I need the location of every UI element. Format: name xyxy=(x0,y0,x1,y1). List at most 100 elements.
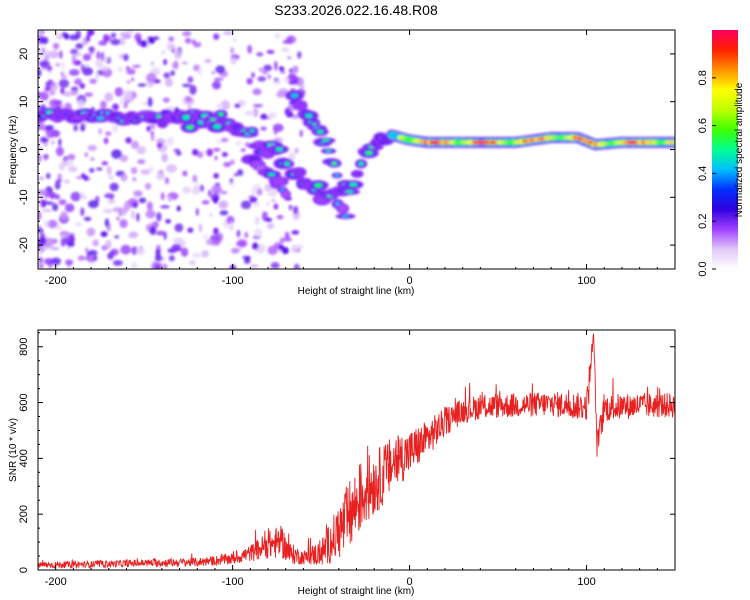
spectrogram-noise-cell xyxy=(168,36,175,42)
spectrogram-noise-cell xyxy=(75,30,81,39)
spectrogram-noise-cell xyxy=(76,175,83,180)
spectrogram-noise-cell xyxy=(61,61,65,71)
spectrogram-noise-cell xyxy=(81,173,86,179)
spectrogram-noise-cell xyxy=(51,140,55,145)
spectrogram-noise-cell xyxy=(233,173,239,177)
spectrogram-noise-cell xyxy=(131,246,138,255)
spectrogram-noise-cell xyxy=(114,235,120,239)
spectrogram-noise-cell xyxy=(49,90,56,96)
spectrogram-noise-cell xyxy=(215,65,226,74)
spectrogram-noise-cell xyxy=(38,227,44,234)
spectrogram-noise-cell xyxy=(119,219,128,229)
spectrogram-noise-cell xyxy=(229,178,234,184)
spectrogram-noise-cell xyxy=(246,77,253,85)
spectrogram-noise-cell xyxy=(119,154,129,163)
spectrogram-noise-cell xyxy=(148,166,154,173)
spectrogram-noise-cell xyxy=(101,161,109,166)
spectrogram-noise-cell xyxy=(294,147,299,154)
spectrogram-noise-cell xyxy=(201,200,210,205)
spectrogram-noise-cell xyxy=(138,197,147,204)
spectrogram-noise-cell xyxy=(253,228,263,238)
snr-x-tick-label: -200 xyxy=(45,576,67,588)
spectrogram-noise-cell xyxy=(68,69,80,76)
spectrogram-noise-cell xyxy=(230,47,235,54)
spectrogram-noise-cell xyxy=(161,50,165,55)
spectrogram-noise-cell xyxy=(267,111,278,119)
spectrogram-noise-cell xyxy=(222,30,234,36)
spectrogram-noise-cell xyxy=(51,257,62,266)
spectrogram-noise-cell xyxy=(266,49,275,54)
spectrogram-ridge-cell xyxy=(304,113,313,118)
spectrogram-noise-cell xyxy=(154,254,163,262)
spectrogram-noise-cell xyxy=(96,51,101,60)
spectrogram-noise-cell xyxy=(237,169,244,176)
spectrogram-noise-cell xyxy=(284,108,291,116)
spectrogram-noise-cell xyxy=(38,154,43,163)
snr-y-tick-label: 200 xyxy=(18,505,30,523)
spectrogram-noise-cell xyxy=(245,110,255,116)
spectrogram-noise-cell xyxy=(153,79,161,84)
snr-axes: -200 -100 0 100 0 200 400 600 800 xyxy=(18,330,675,588)
spectrogram-noise-cell xyxy=(38,176,45,181)
spectrogram-noise-cell xyxy=(55,62,61,67)
spectrogram-noise-cell xyxy=(155,265,161,269)
spectrogram-ridge-cell xyxy=(313,183,323,188)
spectrogram-ridge-cell xyxy=(321,139,330,142)
spectrogram-noise-cell xyxy=(85,247,89,255)
spectrogram-noise-cell xyxy=(166,136,174,146)
spectrogram-noise-cell xyxy=(173,148,181,153)
spectrogram-noise-cell xyxy=(168,255,175,262)
spectrogram-noise-cell xyxy=(263,64,273,72)
spectrogram-noise-cell xyxy=(95,72,100,81)
spectrogram-noise-cell xyxy=(130,140,139,149)
spectrogram-ridge-cell xyxy=(212,124,222,129)
spectrogram-noise-cell xyxy=(284,231,290,239)
spectrogram-x-tick-label: -100 xyxy=(222,275,244,287)
spectrogram-noise-cell xyxy=(182,31,192,37)
spectrogram-noise-cell xyxy=(189,84,197,95)
spectrogram-noise-cell xyxy=(291,114,299,119)
spectrogram-noise-cell xyxy=(252,107,259,118)
spectrogram-noise-cell xyxy=(229,159,235,165)
spectrogram-noise-cell xyxy=(47,219,58,229)
spectrogram-noise-cell xyxy=(104,92,114,102)
spectrogram-noise-cell xyxy=(87,144,98,152)
spectrogram-noise-cell xyxy=(118,66,123,72)
spectrogram-noise-cell xyxy=(42,208,53,213)
spectrogram-noise-cell xyxy=(86,227,96,237)
spectrogram-noise-cell xyxy=(59,50,63,59)
spectrogram-noise-cell xyxy=(89,51,94,55)
spectrogram-noise-cell xyxy=(109,182,119,192)
spectrogram-noise-cell xyxy=(192,174,198,183)
spectrogram-ridge-cell xyxy=(344,190,354,194)
spectrogram-noise-cell xyxy=(125,137,132,144)
spectrogram-noise-cell xyxy=(126,80,131,84)
spectrogram-ridge-cell xyxy=(341,215,350,218)
spectrogram-noise-cell xyxy=(136,247,145,256)
spectrogram-noise-cell xyxy=(39,60,50,68)
spectrogram-noise-cell xyxy=(52,42,60,50)
spectrogram-noise-cell xyxy=(175,151,182,156)
spectrogram-noise-cell xyxy=(100,51,105,61)
spectrogram-noise-cell xyxy=(162,97,171,103)
spectrogram-ridge-cell xyxy=(325,149,332,153)
spectrogram-noise-cell xyxy=(251,72,256,79)
spectrogram-ridge-cell xyxy=(295,101,306,110)
spectrogram-noise-cell xyxy=(234,103,241,108)
spectrogram-noise-cell xyxy=(213,227,219,235)
spectrogram-noise-cell xyxy=(58,138,62,147)
spectrogram-noise-cell xyxy=(38,68,42,77)
snr-y-tick-label: 400 xyxy=(18,449,30,467)
spectrogram-noise-cell xyxy=(273,127,278,135)
spectrogram-noise-cell xyxy=(258,67,264,72)
spectrogram-noise-cell xyxy=(185,95,192,103)
spectrogram-noise-cell xyxy=(276,214,284,220)
spectrogram-noise-cell xyxy=(195,207,199,216)
snr-y-tick-label: 0 xyxy=(18,567,30,573)
spectrogram-noise-cell xyxy=(279,66,285,71)
spectrogram-noise-cell xyxy=(60,75,68,79)
spectrogram-noise-cell xyxy=(100,231,108,237)
spectrogram-ridge-cell xyxy=(275,147,284,152)
spectrogram-noise-cell xyxy=(281,47,290,53)
spectrogram-noise-cell xyxy=(244,231,249,239)
